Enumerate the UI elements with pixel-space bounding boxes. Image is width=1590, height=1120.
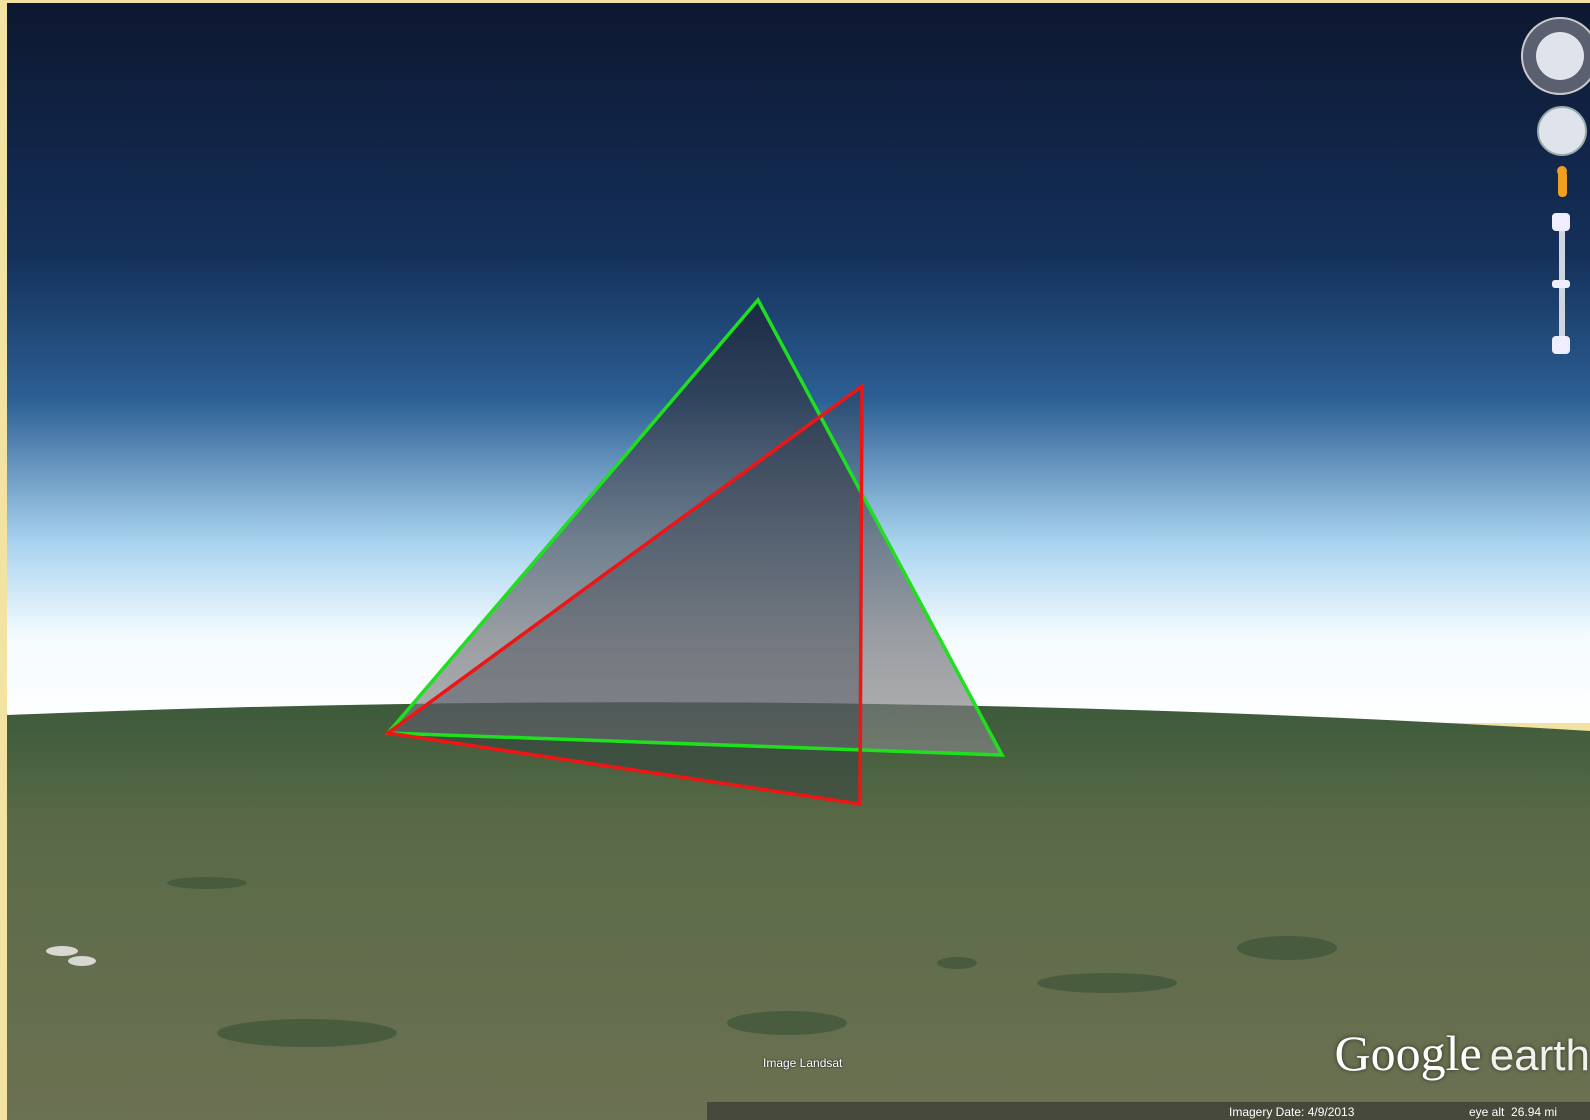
status-bar: Imagery Date: 4/9/2013 eye alt 26.94 mi <box>707 1102 1590 1120</box>
terrain-patches <box>167 877 1337 1047</box>
logo-brand: Google <box>1334 1025 1482 1081</box>
clearings <box>46 946 96 966</box>
red-triangle[interactable] <box>383 382 864 807</box>
logo: Google earth <box>1335 1024 1590 1082</box>
scene <box>7 3 1590 1120</box>
pegman-head <box>1557 166 1567 176</box>
imagery-date: Imagery Date: 4/9/2013 <box>1229 1105 1355 1119</box>
zoom-out[interactable] <box>1552 336 1570 354</box>
move-control[interactable] <box>1537 106 1587 156</box>
zoom-in[interactable] <box>1552 213 1570 231</box>
navigation-controls <box>1521 17 1590 354</box>
map-view[interactable]: Image Landsat Google earth Imagery Date: … <box>7 3 1590 1120</box>
green-polygon-fill <box>388 300 1002 755</box>
green-triangle[interactable] <box>384 296 1005 757</box>
imagery-attribution: Image Landsat <box>763 1056 843 1070</box>
red-polygon-fill <box>388 386 862 804</box>
zoom-thumb[interactable] <box>1552 280 1570 288</box>
pegman[interactable] <box>1558 171 1567 197</box>
eye-altitude: eye alt 26.94 mi <box>1469 1105 1558 1119</box>
look-joystick[interactable] <box>1536 32 1584 80</box>
ground <box>7 702 1590 1120</box>
logo-product: earth <box>1489 1031 1590 1080</box>
